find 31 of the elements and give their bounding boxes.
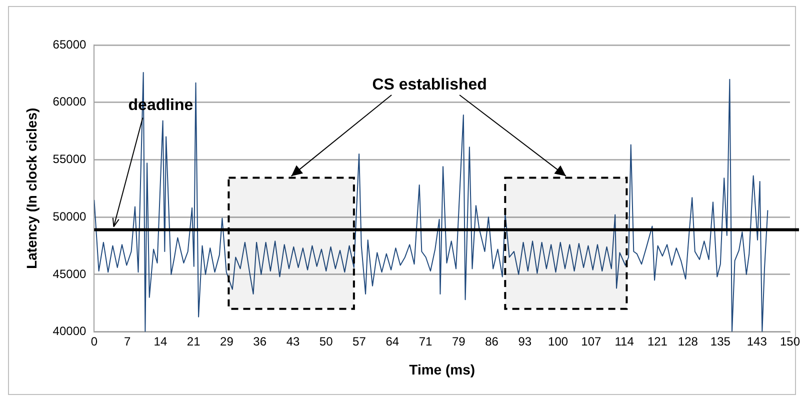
- x-tick-label: 121: [647, 334, 668, 348]
- y-tick-label: 55000: [52, 152, 86, 166]
- x-tick-label: 50: [319, 334, 334, 348]
- x-tick-label: 128: [678, 334, 698, 348]
- y-tick-label: 40000: [52, 324, 86, 338]
- x-tick-label: 114: [614, 334, 634, 348]
- x-tick-label: 57: [352, 334, 366, 348]
- x-tick-label: 79: [452, 334, 466, 348]
- y-tick-label: 65000: [52, 37, 86, 52]
- y-tick-label: 50000: [52, 209, 86, 224]
- x-tick-label: 71: [418, 334, 433, 348]
- x-tick-label: 21: [186, 334, 201, 348]
- y-axis-title: Latency (In clock cicles): [23, 108, 40, 269]
- x-tick-label: 100: [548, 334, 568, 348]
- x-tick-label: 0: [90, 334, 98, 348]
- x-tick-label: 143: [746, 334, 768, 348]
- x-tick-label: 36: [253, 334, 267, 348]
- x-tick-label: 135: [710, 334, 731, 348]
- x-tick-label: 7: [124, 334, 131, 348]
- x-tick-label: 150: [780, 334, 800, 348]
- annotation: CS established: [372, 76, 487, 94]
- x-tick-label: 43: [286, 334, 300, 348]
- x-tick-label: 64: [386, 334, 400, 348]
- x-tick-label: 29: [220, 334, 234, 348]
- x-tick-label: 14: [154, 334, 168, 348]
- x-tick-label: 107: [581, 334, 602, 348]
- x-tick-label: 86: [485, 334, 499, 348]
- y-tick-label: 60000: [52, 94, 86, 109]
- y-tick-label: 45000: [52, 266, 86, 281]
- x-tick-label: 93: [518, 334, 532, 348]
- x-axis-title: Time (ms): [409, 361, 476, 378]
